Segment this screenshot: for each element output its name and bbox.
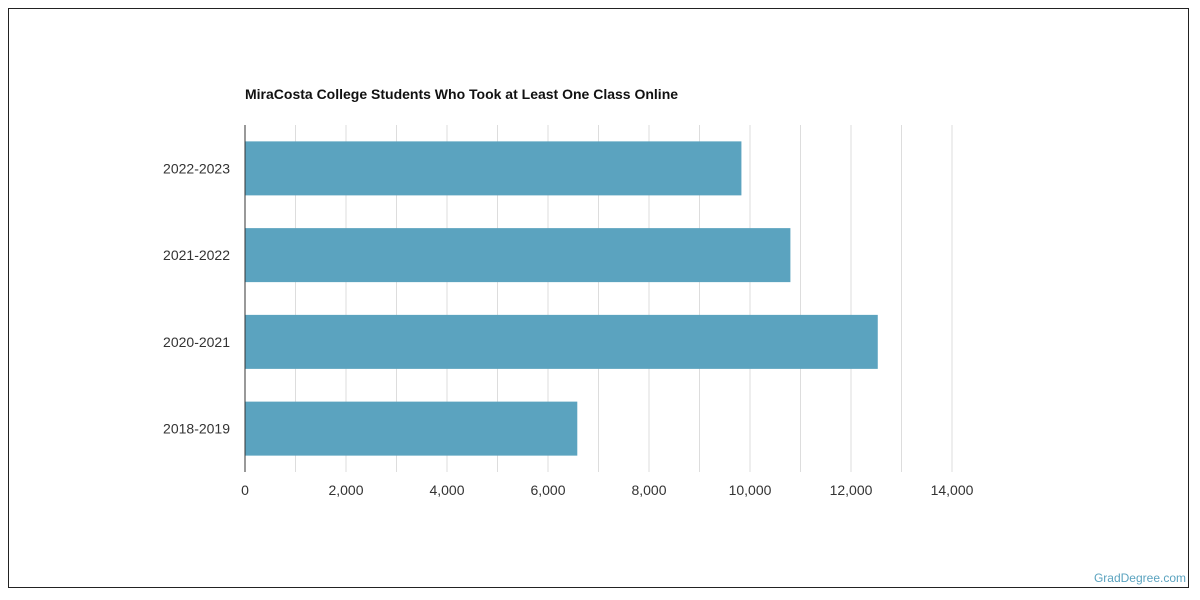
category-label: 2021-2022 <box>163 247 230 263</box>
x-tick-label: 8,000 <box>631 482 666 498</box>
bars <box>245 141 878 456</box>
category-label: 2018-2019 <box>163 421 230 437</box>
category-label: 2020-2021 <box>163 334 230 350</box>
bar-2022-2023 <box>245 141 742 196</box>
x-tick-labels: 0 2,000 4,000 6,000 8,000 10,000 12,000 14,000 <box>241 482 974 498</box>
x-tick-label: 4,000 <box>429 482 464 498</box>
x-tick-label: 2,000 <box>328 482 363 498</box>
x-tick-label: 0 <box>241 482 249 498</box>
chart-title: MiraCosta College Students Who Took at L… <box>245 86 678 102</box>
category-labels: 2022-2023 2021-2022 2020-2021 2018-2019 <box>163 160 230 436</box>
bar-2021-2022 <box>245 228 791 283</box>
x-tick-label: 14,000 <box>931 482 974 498</box>
chart-frame <box>8 8 1189 588</box>
bar-2020-2021 <box>245 314 878 369</box>
x-tick-label: 6,000 <box>530 482 565 498</box>
x-tick-label: 12,000 <box>830 482 873 498</box>
x-tick-label: 10,000 <box>729 482 772 498</box>
bar-2018-2019 <box>245 401 578 456</box>
watermark-link[interactable]: GradDegree.com <box>1093 571 1186 585</box>
category-label: 2022-2023 <box>163 160 230 176</box>
